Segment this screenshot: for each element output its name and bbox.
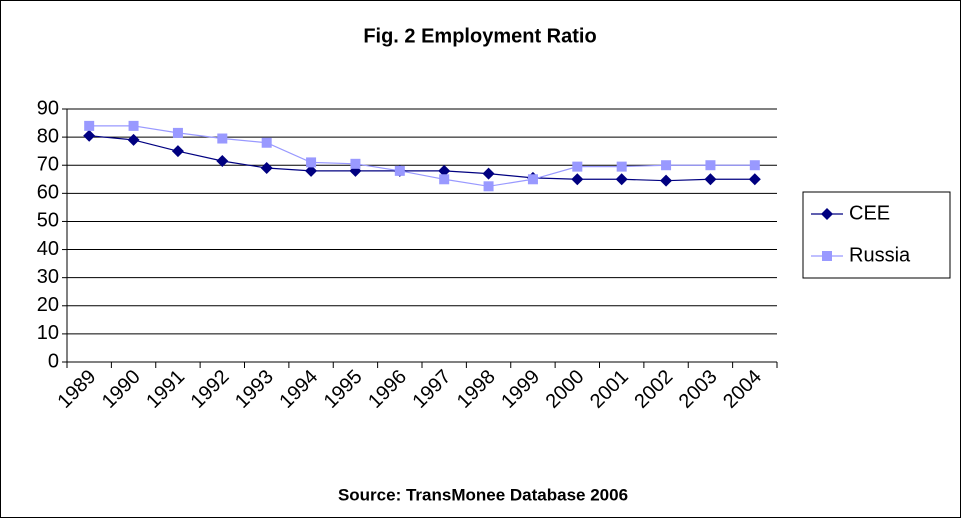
marker	[483, 181, 494, 192]
y-tick-label: 10	[37, 322, 59, 344]
y-tick-label: 20	[37, 294, 59, 316]
marker	[704, 173, 717, 186]
marker	[527, 174, 538, 185]
y-tick-label: 40	[37, 238, 59, 260]
legend	[802, 191, 951, 279]
y-tick-label: 60	[37, 182, 59, 204]
y-tick-label: 0	[48, 350, 59, 372]
marker	[216, 155, 229, 168]
y-tick-label: 90	[37, 97, 59, 119]
marker	[260, 162, 273, 175]
legend-marker	[822, 251, 832, 261]
y-tick-label: 70	[37, 154, 59, 176]
marker	[128, 120, 139, 131]
marker	[127, 133, 140, 146]
marker	[749, 160, 760, 171]
marker	[171, 145, 184, 158]
marker	[261, 137, 272, 148]
marker	[84, 120, 95, 131]
y-tick-label: 30	[37, 266, 59, 288]
legend-label: CEE	[849, 202, 890, 224]
marker	[705, 160, 716, 171]
marker	[439, 174, 450, 185]
marker	[305, 164, 318, 177]
marker	[438, 164, 451, 177]
marker	[661, 160, 672, 171]
marker	[616, 161, 627, 172]
marker	[83, 129, 96, 142]
series-line	[89, 125, 755, 187]
marker	[615, 173, 628, 186]
y-tick-label: 80	[37, 125, 59, 147]
marker	[306, 157, 317, 168]
marker	[572, 161, 583, 172]
marker	[571, 173, 584, 186]
marker	[748, 173, 761, 186]
chart-source: Source: TransMonee Database 2006	[338, 485, 628, 504]
marker	[482, 167, 495, 180]
marker	[217, 133, 228, 144]
marker	[394, 165, 405, 176]
marker	[660, 174, 673, 187]
legend-label: Russia	[849, 244, 911, 266]
y-tick-label: 50	[37, 210, 59, 232]
chart-title: Fig. 2 Employment Ratio	[363, 25, 596, 47]
series-line	[89, 135, 755, 182]
marker	[172, 127, 183, 138]
marker	[350, 158, 361, 169]
legend-marker	[821, 208, 833, 220]
